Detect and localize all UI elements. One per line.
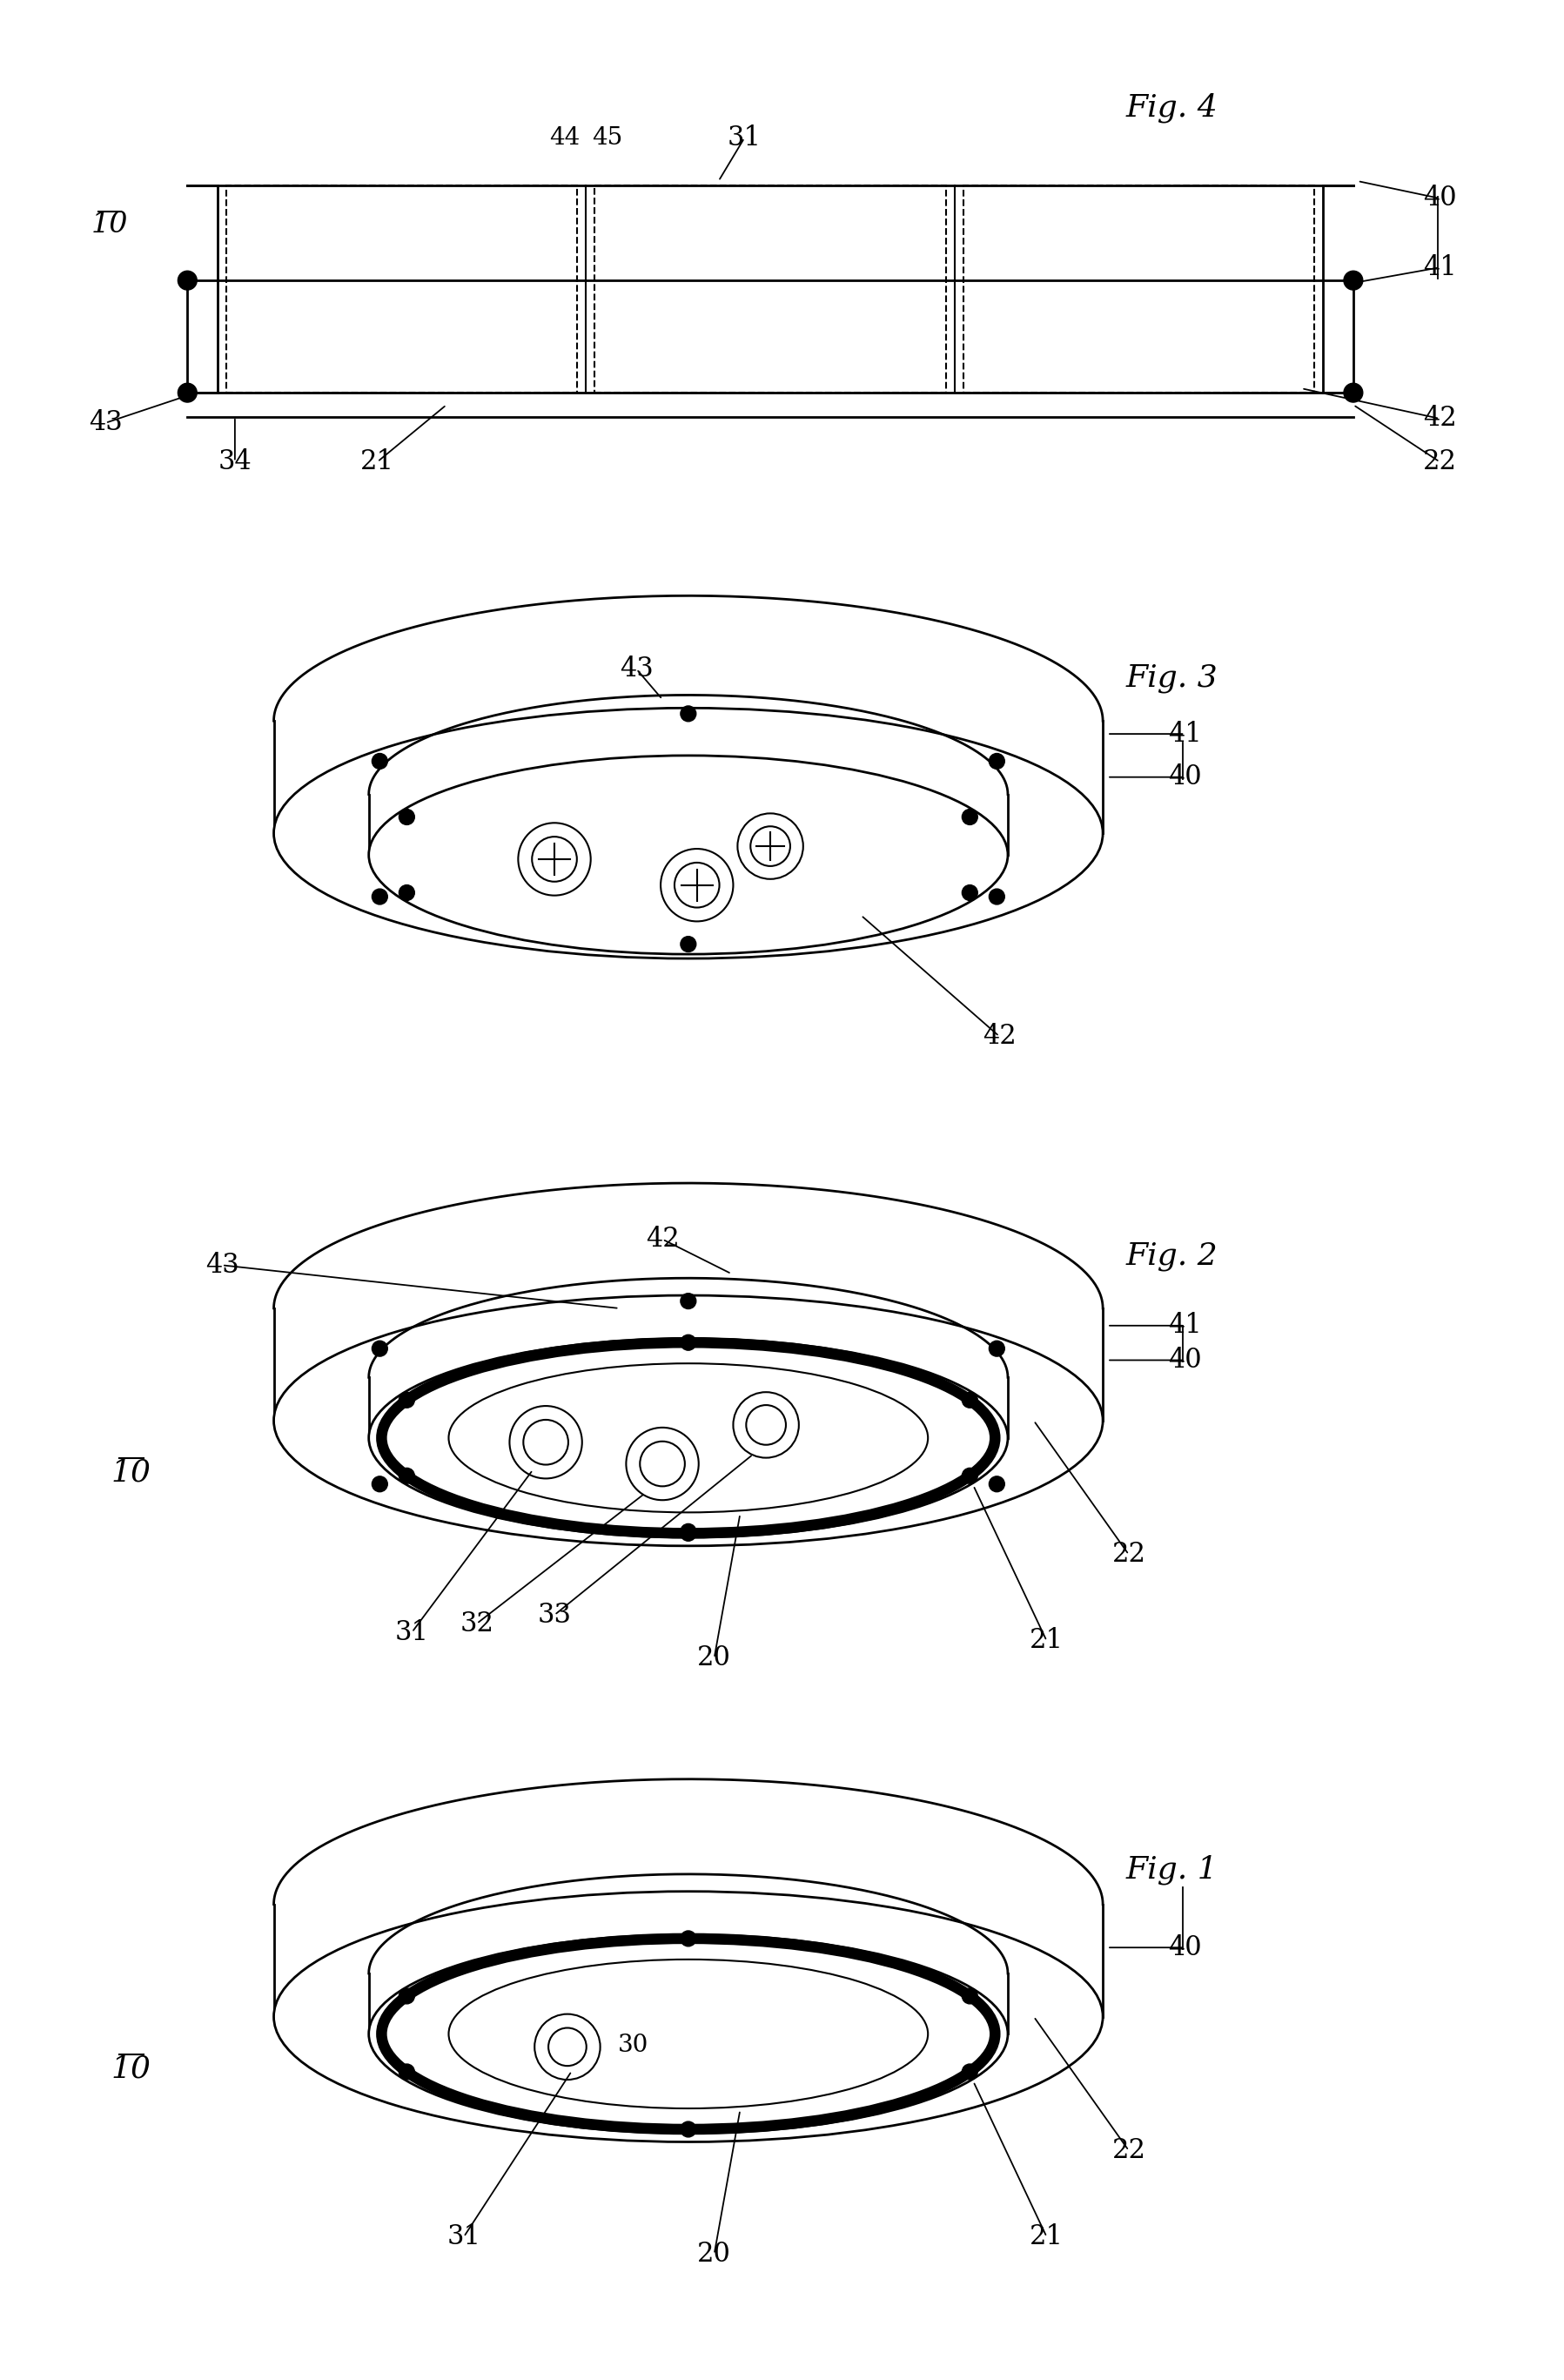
Circle shape bbox=[518, 823, 591, 895]
Circle shape bbox=[680, 1930, 696, 1947]
Text: 33: 33 bbox=[538, 1602, 571, 1628]
Text: 21: 21 bbox=[1029, 1628, 1064, 1654]
Text: 31: 31 bbox=[727, 124, 762, 152]
Circle shape bbox=[399, 809, 414, 826]
Text: 40: 40 bbox=[1168, 764, 1201, 790]
Text: 42: 42 bbox=[1423, 405, 1456, 433]
Circle shape bbox=[680, 1526, 696, 1540]
Circle shape bbox=[988, 1476, 1004, 1492]
Text: 45: 45 bbox=[593, 126, 622, 150]
Circle shape bbox=[680, 2121, 696, 2137]
Circle shape bbox=[738, 814, 804, 878]
Text: 21: 21 bbox=[1029, 2223, 1064, 2251]
Text: 31: 31 bbox=[447, 2223, 480, 2251]
Circle shape bbox=[680, 935, 696, 952]
Text: 34: 34 bbox=[217, 447, 252, 476]
Circle shape bbox=[399, 1468, 414, 1483]
Ellipse shape bbox=[369, 1338, 1007, 1537]
Ellipse shape bbox=[369, 1935, 1007, 2132]
Circle shape bbox=[962, 1468, 978, 1483]
Circle shape bbox=[399, 1392, 414, 1409]
Text: 42: 42 bbox=[646, 1226, 679, 1252]
Circle shape bbox=[372, 1340, 388, 1357]
Ellipse shape bbox=[274, 707, 1103, 959]
Circle shape bbox=[1343, 383, 1362, 402]
Text: 40: 40 bbox=[1423, 186, 1456, 212]
Text: 43: 43 bbox=[205, 1252, 239, 1278]
Text: 20: 20 bbox=[698, 1645, 730, 1671]
Text: 22: 22 bbox=[1423, 447, 1456, 476]
Circle shape bbox=[962, 809, 978, 826]
Text: 32: 32 bbox=[460, 1611, 494, 1637]
Circle shape bbox=[399, 2063, 414, 2080]
Text: 41: 41 bbox=[1423, 255, 1456, 281]
Text: Fig. 1: Fig. 1 bbox=[1126, 1854, 1218, 1885]
Text: 10: 10 bbox=[111, 1457, 152, 1488]
Circle shape bbox=[680, 1335, 696, 1349]
Circle shape bbox=[178, 383, 197, 402]
Text: 43: 43 bbox=[89, 409, 122, 436]
Circle shape bbox=[962, 885, 978, 900]
Ellipse shape bbox=[274, 1892, 1103, 2142]
Ellipse shape bbox=[369, 754, 1007, 954]
Text: 41: 41 bbox=[1168, 721, 1201, 747]
Circle shape bbox=[988, 754, 1004, 769]
Text: 10: 10 bbox=[111, 2054, 152, 2082]
Circle shape bbox=[178, 271, 197, 290]
Circle shape bbox=[372, 888, 388, 904]
Ellipse shape bbox=[274, 1295, 1103, 1547]
Text: 30: 30 bbox=[618, 2033, 647, 2056]
Text: 40: 40 bbox=[1168, 1935, 1201, 1961]
Circle shape bbox=[988, 888, 1004, 904]
Text: 31: 31 bbox=[396, 1618, 429, 1645]
Circle shape bbox=[399, 885, 414, 900]
Circle shape bbox=[962, 1392, 978, 1409]
Text: 22: 22 bbox=[1112, 1540, 1146, 1568]
Circle shape bbox=[680, 707, 696, 721]
Text: Fig. 2: Fig. 2 bbox=[1126, 1242, 1218, 1271]
Text: 40: 40 bbox=[1168, 1347, 1201, 1373]
Circle shape bbox=[372, 754, 388, 769]
Circle shape bbox=[680, 1523, 696, 1540]
Text: 22: 22 bbox=[1112, 2137, 1146, 2163]
Text: 20: 20 bbox=[698, 2240, 730, 2268]
Circle shape bbox=[962, 1987, 978, 2004]
Text: 42: 42 bbox=[982, 1023, 1017, 1050]
Circle shape bbox=[399, 1987, 414, 2004]
Circle shape bbox=[962, 2063, 978, 2080]
Circle shape bbox=[680, 1292, 696, 1309]
Circle shape bbox=[988, 1340, 1004, 1357]
Circle shape bbox=[660, 850, 734, 921]
Circle shape bbox=[372, 1476, 388, 1492]
Text: 10: 10 bbox=[91, 209, 128, 238]
Text: 43: 43 bbox=[619, 654, 654, 683]
Text: Fig. 3: Fig. 3 bbox=[1126, 664, 1218, 693]
Circle shape bbox=[1343, 271, 1362, 290]
Text: Fig. 4: Fig. 4 bbox=[1126, 93, 1218, 124]
Text: 41: 41 bbox=[1168, 1311, 1201, 1340]
Text: 44: 44 bbox=[549, 126, 580, 150]
Text: 21: 21 bbox=[360, 447, 394, 476]
